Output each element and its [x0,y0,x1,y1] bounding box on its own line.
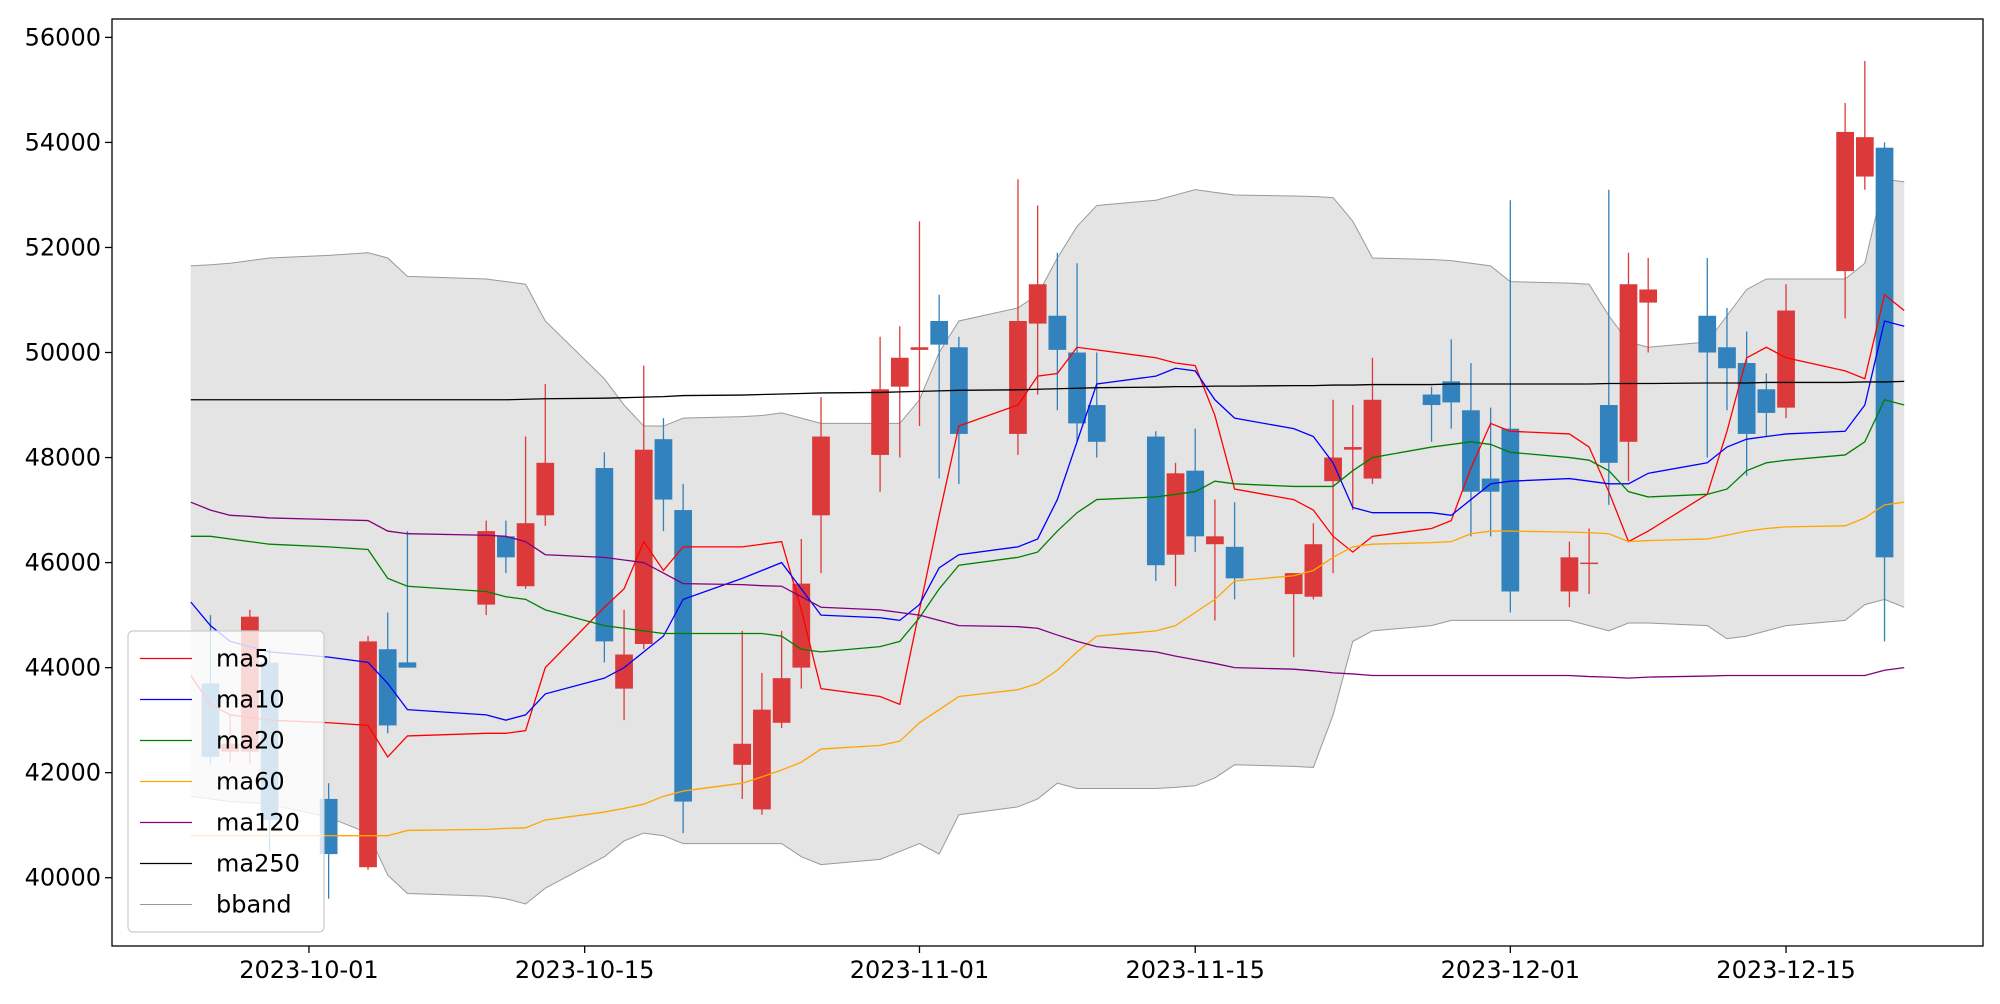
legend-label: ma120 [216,809,300,837]
candle-body [910,347,929,350]
candle-body [595,468,614,642]
candle-body [1737,363,1756,434]
ma-line [190,320,1905,721]
candle-body [1481,478,1500,492]
candle-body [1206,536,1224,545]
candle-body [497,536,515,558]
candle-body [536,462,555,516]
y-tick-label: 48000 [25,444,101,472]
candle-body [772,678,791,723]
candle-body [1186,470,1205,537]
candle-body [1087,405,1106,442]
legend: ma5 ma10 ma20 ma60 ma120 ma250 bband [127,630,325,933]
candle-body [1698,315,1717,353]
candle-body [1875,147,1894,558]
candle-body [1462,410,1480,492]
legend-label: ma10 [216,686,285,714]
candle-body [871,389,889,455]
candle-body [1580,562,1598,565]
candle-body [674,510,693,802]
candle-body [1836,131,1854,272]
legend-label: bband [216,891,292,919]
y-tick-label: 52000 [25,233,101,261]
legend-label: ma60 [216,768,285,796]
candle-body [1442,381,1461,403]
candle-body [812,436,830,516]
candle-body [1166,473,1185,555]
candle-body [753,709,771,810]
x-tick-label: 2023-11-01 [850,956,989,984]
candle-body [890,357,909,387]
candle-body [1343,447,1362,450]
candle-body [1009,320,1027,434]
axes: 40000 42000 44000 46000 48000 50000 52000 54000… [25,23,1856,984]
ma-line [190,293,1905,758]
y-tick-label: 44000 [25,654,101,682]
candle-body [1028,284,1047,324]
legend-label: ma250 [216,850,300,878]
candle-body [359,641,377,868]
band-lower [190,598,1905,905]
legend-label: ma5 [216,645,269,673]
candle-body [1619,284,1638,442]
y-tick-label: 40000 [25,864,101,892]
x-tick-label: 2023-12-01 [1441,956,1580,984]
y-tick-label: 56000 [25,23,101,51]
y-tick-label: 54000 [25,128,101,156]
axes-frame [111,18,1984,947]
ma-line [190,501,1905,837]
ma-line [190,399,1905,653]
candle-body [1599,405,1618,463]
candle-body [634,449,653,645]
y-tick-label: 46000 [25,549,101,577]
candle-body [1146,436,1165,566]
candle-body [1639,289,1658,303]
candle-body [378,649,397,726]
y-tick-label: 42000 [25,759,101,787]
candle-body [516,523,535,587]
candle-body [1363,399,1382,479]
legend-box [127,630,325,933]
candle-body [1777,310,1795,408]
candle-body [1225,546,1244,579]
candle-body [1284,573,1303,595]
candle-body [654,439,673,500]
candle-body [1422,394,1441,406]
legend-label: ma20 [216,727,285,755]
candle-body [1757,389,1776,413]
candle-body [733,743,752,765]
candle-body [1324,457,1342,482]
candle-body [1501,428,1520,592]
ma-line [190,501,1905,679]
y-tick-label: 50000 [25,339,101,367]
candle-body [1560,557,1579,592]
candle-body [477,531,496,605]
ma-line [190,380,1905,401]
x-tick-label: 2023-10-01 [239,956,378,984]
x-tick-label: 2023-12-15 [1716,956,1855,984]
x-tick-label: 2023-11-15 [1125,956,1264,984]
candle-body [1718,347,1736,369]
candle-body [615,654,633,689]
candle-body [1855,137,1874,177]
x-tick-label: 2023-10-15 [515,956,654,984]
candle-body [398,662,417,668]
candle-body [930,320,949,345]
candle-body [1048,315,1067,350]
